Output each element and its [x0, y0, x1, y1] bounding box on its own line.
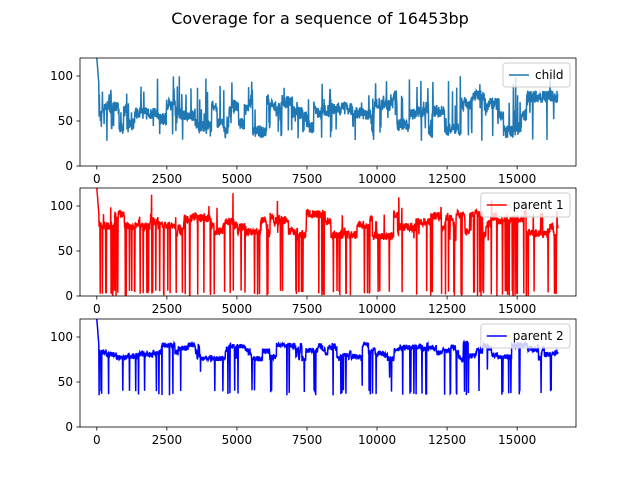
x-tick-label: 2500 [152, 302, 183, 316]
y-tick-label: 0 [65, 159, 73, 173]
y-tick-label: 50 [58, 244, 73, 258]
axes-frame [79, 318, 577, 428]
x-tick-label: 0 [93, 172, 101, 186]
y-tick-label: 0 [65, 420, 73, 434]
x-tick-label: 5000 [222, 302, 253, 316]
x-tick-label: 2500 [152, 433, 183, 447]
y-tick-label: 100 [50, 330, 73, 344]
legend-label: parent 2 [513, 329, 564, 343]
x-tick-label: 2500 [152, 172, 183, 186]
x-tick-label: 12500 [428, 433, 466, 447]
x-tick-label: 7500 [292, 302, 323, 316]
x-tick-label: 7500 [292, 172, 323, 186]
x-tick-label: 10000 [358, 172, 396, 186]
legend-box [480, 323, 571, 349]
subplot-1: 0 2500 5000 7500 10000 12500 15000 0 50 100 child [50, 57, 577, 186]
x-tick-label: 0 [93, 302, 101, 316]
subplot-3: 0 2500 5000 7500 10000 12500 15000 0 50 100 parent… [50, 318, 577, 447]
y-tick-label: 0 [65, 289, 73, 303]
x-tick-label: 12500 [428, 302, 466, 316]
x-tick-label: 15000 [498, 433, 536, 447]
x-tick-label: 10000 [358, 433, 396, 447]
y-tick-label: 100 [50, 69, 73, 83]
legend-label: parent 1 [513, 198, 564, 212]
legend-label: child [535, 68, 564, 82]
x-tick-label: 12500 [428, 172, 466, 186]
figure-title: Coverage for a sequence of 16453bp [171, 9, 469, 28]
legend: parent 2 [480, 323, 571, 349]
legend-box [480, 192, 571, 218]
x-tick-label: 5000 [222, 433, 253, 447]
series-line-child [96, 58, 559, 141]
y-tick-label: 50 [58, 114, 73, 128]
axes-frame [79, 57, 577, 167]
legend: child [502, 62, 571, 88]
y-tick-label: 50 [58, 375, 73, 389]
subplot-2: 0 2500 5000 7500 10000 12500 15000 0 50 100 parent… [50, 187, 577, 316]
legend: parent 1 [480, 192, 571, 218]
series-line-parent-2 [96, 319, 559, 396]
axes-frame [79, 187, 577, 297]
x-tick-label: 0 [93, 433, 101, 447]
legend-box [502, 62, 571, 88]
y-tick-label: 100 [50, 199, 73, 213]
x-tick-label: 5000 [222, 172, 253, 186]
x-tick-label: 10000 [358, 302, 396, 316]
x-tick-label: 7500 [292, 433, 323, 447]
series-line-parent-1 [96, 188, 559, 296]
x-tick-label: 15000 [498, 302, 536, 316]
x-tick-label: 15000 [498, 172, 536, 186]
